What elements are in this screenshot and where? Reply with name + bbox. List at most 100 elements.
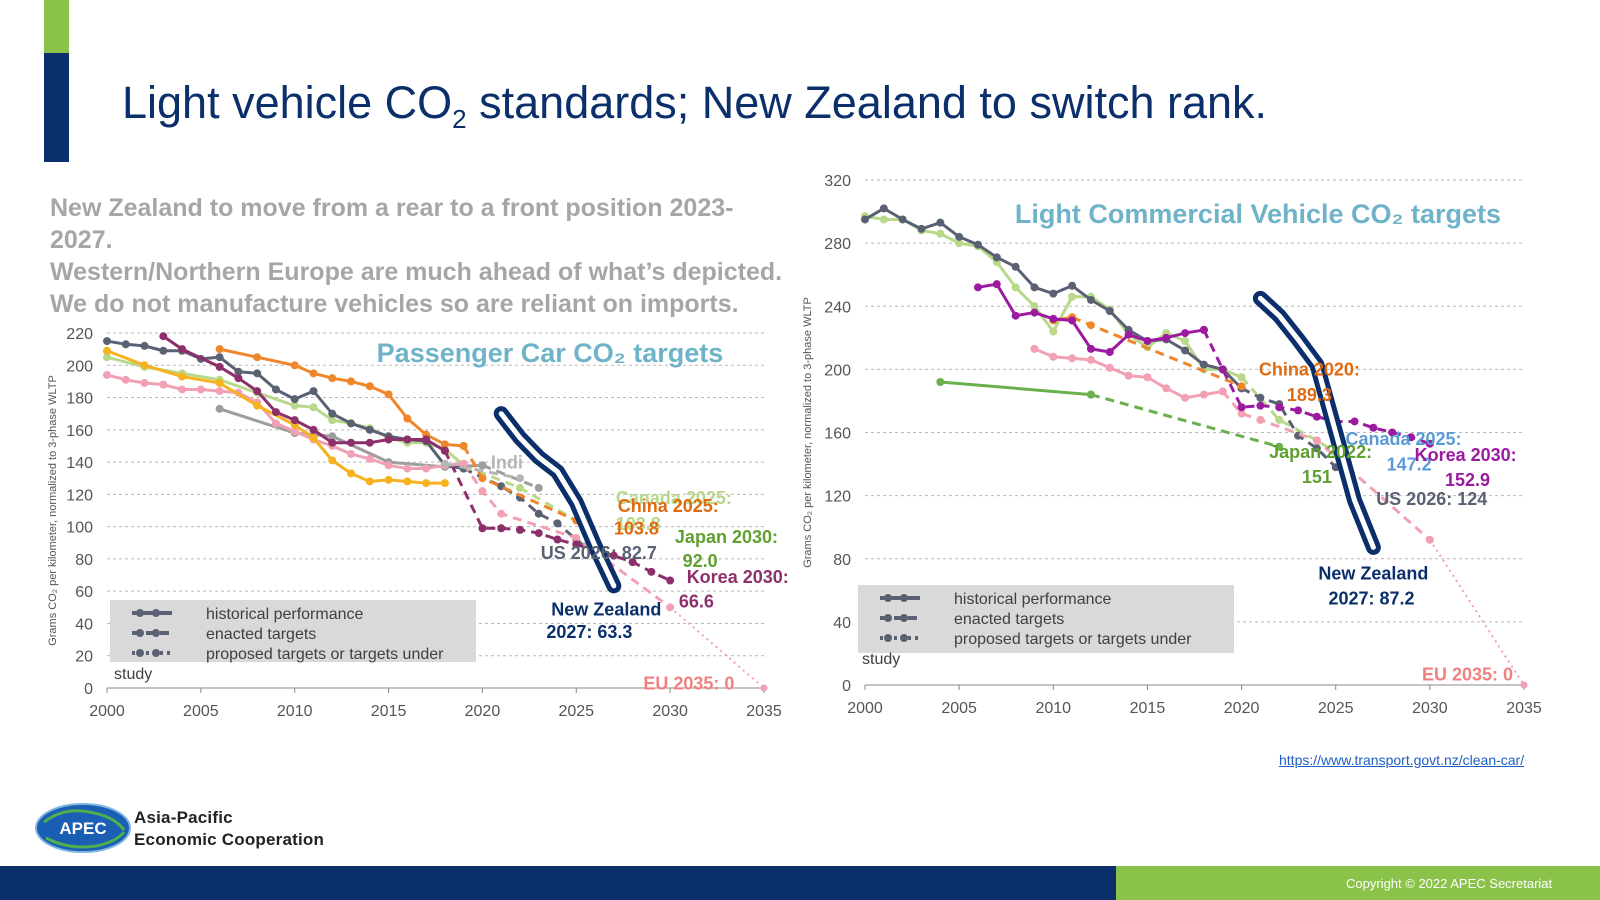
data-point-eu [1520, 681, 1528, 689]
annotation-label: Korea 2030: [687, 567, 789, 587]
data-point-eu [1030, 344, 1039, 353]
series-new-zealand-target-inner [498, 411, 617, 589]
data-point-canada [1011, 283, 1020, 292]
data-point-korea [1369, 423, 1378, 432]
data-point-eu [422, 464, 431, 473]
data-point-korea [1237, 403, 1246, 412]
data-point-us [955, 232, 964, 241]
legend-swatch-marker [152, 609, 160, 617]
annotation-label: Canada 2025: [616, 488, 732, 508]
annotation-label: 66.6 [679, 591, 714, 611]
data-point-eu [1124, 371, 1133, 380]
org-name-line1: Asia-Pacific [134, 808, 233, 827]
data-point-canada [879, 215, 888, 224]
data-point-eu [290, 427, 299, 436]
x-tick-label: 2020 [1224, 700, 1260, 717]
y-tick-label: 0 [842, 678, 851, 695]
annotation-label: 2027: 63.3 [546, 622, 632, 642]
data-point-eu [497, 509, 506, 518]
series-eu-dotted [1429, 539, 1525, 686]
lcv-chart: 0 40 80 120 160 200 240 280 320 2000 2005 2010 2015 2… [802, 173, 1542, 717]
data-point-eu [103, 370, 111, 379]
data-point-japan [103, 346, 111, 355]
legend-swatch-marker [900, 634, 908, 642]
data-point-korea [1049, 314, 1058, 323]
x-tick-label: 2000 [847, 700, 883, 717]
data-point-mexico [215, 404, 224, 413]
data-point-korea [178, 345, 187, 354]
legend-swatch-marker [136, 649, 144, 657]
data-point-us [1068, 281, 1077, 290]
data-point-korea [253, 387, 262, 396]
series-india-dashed [444, 462, 521, 480]
y-tick-label: 200 [66, 358, 93, 375]
data-point-korea [1162, 333, 1171, 342]
data-point-canada [936, 229, 945, 238]
data-point-korea [1256, 401, 1265, 410]
data-point-us [1256, 393, 1265, 402]
data-point-korea [440, 446, 449, 455]
y-tick-label: 180 [66, 391, 93, 408]
data-point-korea [1218, 365, 1227, 374]
data-point-eu [478, 487, 487, 496]
data-point-korea [1388, 428, 1397, 437]
data-point-korea [534, 529, 543, 538]
data-point-korea [328, 438, 337, 447]
data-point-eu [403, 464, 412, 473]
x-tick-label: 2035 [746, 703, 782, 720]
data-point-canada [1030, 302, 1039, 311]
data-point-us [328, 409, 337, 418]
legend-swatch-marker [900, 614, 908, 622]
footer-bar-navy [0, 866, 1116, 900]
y-tick-label: 40 [75, 616, 93, 633]
data-point-eu [1068, 354, 1077, 363]
data-point-canada [1068, 292, 1077, 301]
data-point-eu [1237, 409, 1246, 418]
data-point-china [365, 382, 374, 391]
note-line: We do not manufacture vehicles so are re… [50, 290, 739, 318]
data-point-canada [1237, 373, 1246, 382]
data-point-us [234, 367, 243, 376]
note-line: Western/Northern Europe are much ahead o… [50, 258, 783, 286]
data-point-china [478, 474, 487, 483]
data-point-eu [196, 385, 205, 394]
annotation-label: 2027: 87.2 [1328, 589, 1414, 609]
annotation-label: Japan 2030: [675, 527, 778, 547]
data-point-us [365, 425, 374, 434]
footer-bar-green [1116, 866, 1600, 900]
note-line: New Zealand to move from a rear to a fro… [50, 194, 734, 254]
data-point-eu [347, 450, 356, 459]
data-point-us [1049, 289, 1058, 298]
legend-box [110, 600, 476, 662]
data-point-us [347, 419, 356, 428]
data-point-korea [384, 435, 393, 444]
data-point-us [159, 346, 168, 355]
data-point-korea [515, 525, 524, 534]
data-point-canada [955, 239, 964, 248]
y-tick-label: 120 [66, 487, 93, 504]
data-point-korea [647, 567, 656, 576]
data-point-eu [1218, 387, 1227, 396]
x-tick-label: 2015 [1130, 700, 1166, 717]
data-point-us [1312, 444, 1321, 453]
annotation-label: China 2025: [618, 496, 719, 516]
data-point-japan [403, 477, 412, 486]
data-point-us [1030, 283, 1039, 292]
data-point-eu [121, 375, 130, 384]
y-tick-label: 100 [66, 520, 93, 537]
y-tick-label: 80 [833, 552, 851, 569]
data-point-us [973, 240, 982, 249]
accent-bar-green [44, 0, 69, 53]
data-point-us [1199, 360, 1208, 369]
data-point-korea [234, 374, 243, 383]
data-point-korea [422, 435, 431, 444]
data-point-china [253, 353, 262, 362]
data-point-korea [309, 425, 318, 434]
source-link[interactable]: https://www.transport.govt.nz/clean-car/ [1279, 752, 1525, 768]
data-point-eu [1162, 384, 1171, 393]
annotation-label: Japan 2022: [1269, 442, 1372, 462]
legend-swatch-marker [136, 629, 144, 637]
data-point-eu [1086, 355, 1095, 364]
data-point-us [103, 337, 111, 346]
y-tick-label: 200 [824, 362, 851, 379]
